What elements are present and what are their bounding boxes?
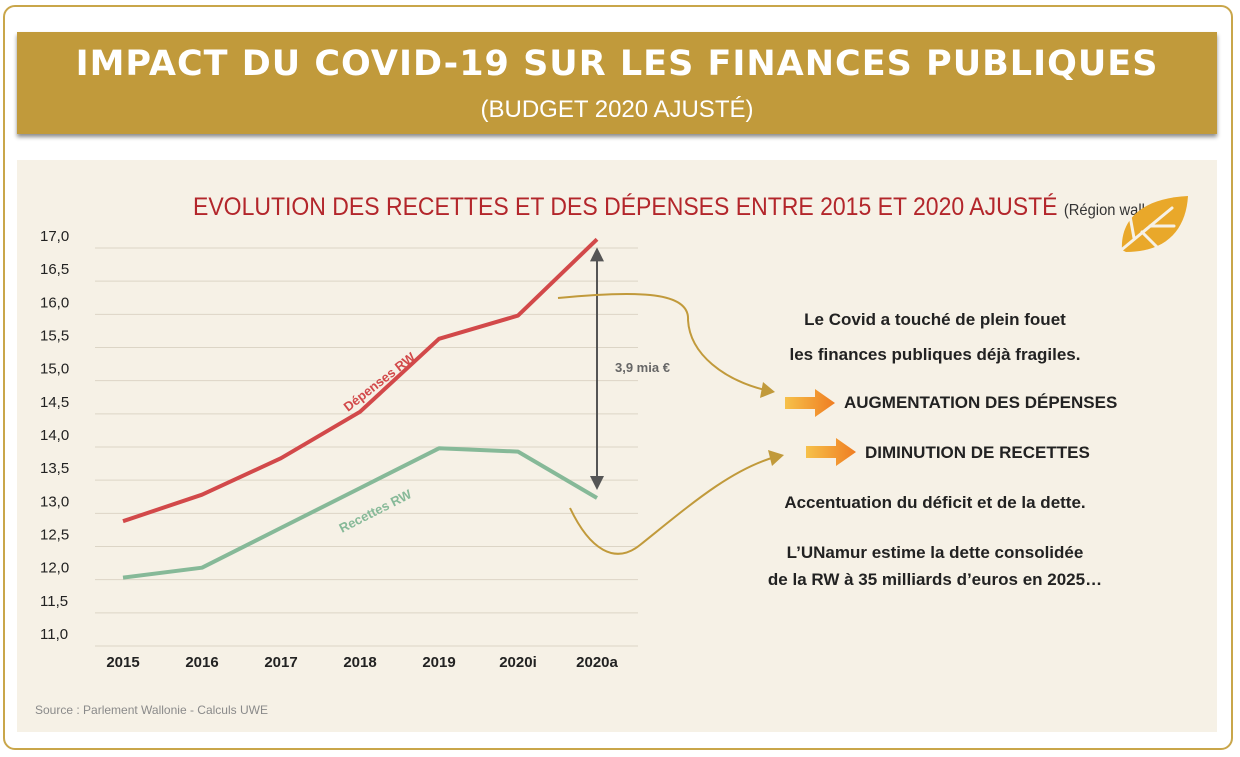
x-tick-label: 2019 [422,654,455,671]
arrow-right-icon [806,438,856,466]
y-tick-label: 13,0 [40,493,69,510]
connector-arrowhead-bottom [768,450,784,466]
page-title: IMPACT DU COVID-19 SUR LES FINANCES PUBL… [75,44,1159,84]
side-item-2: DIMINUTION DE RECETTES [865,443,1090,462]
connector-arrow-top [557,292,766,391]
series-label-depenses: Dépenses RW [341,349,419,414]
chart-title: EVOLUTION DES RECETTES ET DES DÉPENSES E… [193,193,1183,222]
x-tick-label: 2015 [106,654,139,671]
y-tick-label: 12,0 [40,560,69,577]
connector-arrow-bottom [569,456,776,555]
side-line-4: L’UNamur estime la dette consolidée [786,543,1084,562]
x-tick-label: 2016 [185,654,218,671]
chart-title-main: EVOLUTION DES RECETTES ET DES DÉPENSES E… [193,193,1058,221]
gap-annotation-label: 3,9 mia € [615,360,670,375]
y-tick-label: 12,5 [40,527,69,544]
x-tick-label: 2018 [343,654,376,671]
title-banner: IMPACT DU COVID-19 SUR LES FINANCES PUBL… [17,32,1217,134]
y-tick-label: 13,5 [40,460,69,477]
series-recettes-line [122,446,599,580]
x-tick-label: 2020a [576,654,618,671]
leaf-icon [1112,196,1188,258]
y-tick-label: 15,0 [40,361,69,378]
side-item-1: AUGMENTATION DES DÉPENSES [844,393,1118,412]
y-tick-label: 15,5 [40,328,69,345]
y-tick-label: 11,5 [40,593,68,610]
arrow-right-icon [785,389,835,417]
source-note: Source : Parlement Wallonie - Calculs UW… [35,703,268,717]
connector-arrowhead-top [760,382,775,398]
y-tick-label: 14,5 [40,394,69,411]
y-tick-label: 16,0 [40,294,69,311]
side-line-5: de la RW à 35 milliards d’euros en 2025… [767,570,1103,589]
x-tick-label: 2020i [499,654,537,671]
outer-frame [3,5,1233,750]
side-line-3: Accentuation du déficit et de la dette. [784,493,1086,512]
y-tick-label: 11,0 [40,626,68,643]
gap-arrow-head-up [590,247,604,262]
x-tick-label: 2017 [264,654,297,671]
y-tick-label: 14,0 [40,427,69,444]
y-tick-label: 16,5 [40,261,69,278]
series-depenses-line [122,237,599,524]
page-subtitle: (BUDGET 2020 AJUSTÉ) [480,96,754,123]
side-line-1: Le Covid a touché de plein fouet [804,310,1066,329]
gap-arrow-head-down [590,476,604,491]
content-panel [17,160,1217,732]
y-tick-label: 17,0 [40,228,69,245]
side-line-2: les finances publiques déjà fragiles. [789,345,1081,364]
